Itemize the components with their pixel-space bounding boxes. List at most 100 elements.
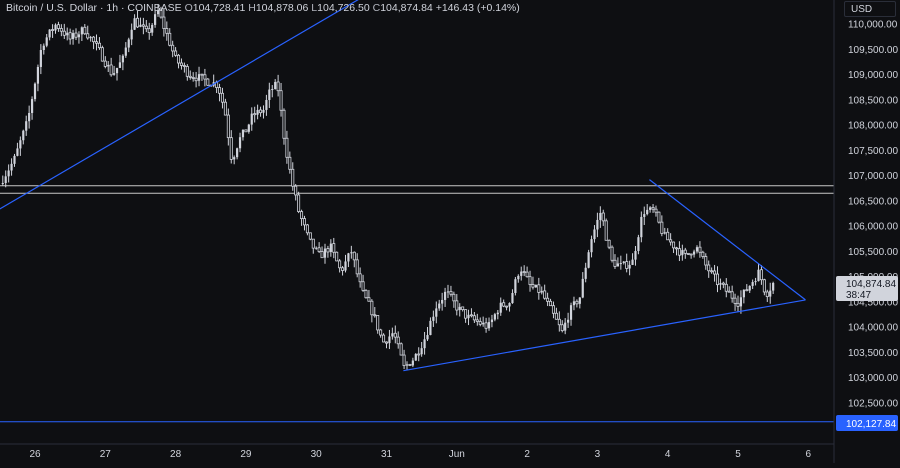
candle-body [672, 241, 676, 249]
candle-body [455, 300, 459, 311]
candle-body [97, 42, 101, 49]
candle-body [68, 32, 72, 40]
y-tick-label: 103,000.00 [848, 373, 898, 384]
level-price-tag-bg [836, 415, 898, 431]
candle-body [197, 74, 201, 81]
candle-body [564, 322, 567, 331]
candle-body [226, 114, 230, 139]
candle-body [71, 33, 75, 40]
candle-body [557, 318, 561, 326]
candle-body [168, 32, 172, 46]
candle-body [376, 315, 380, 331]
candle-body [484, 322, 488, 329]
candle-body [599, 212, 602, 220]
candle-body [757, 269, 760, 282]
candle-body [54, 24, 57, 31]
candle-body [191, 77, 195, 79]
candle-body [517, 275, 520, 280]
currency-selector[interactable]: USD [844, 1, 896, 17]
x-tick-label: 6 [806, 449, 812, 460]
y-tick-label: 104,500.00 [848, 297, 898, 308]
candle-body [478, 321, 482, 325]
candle-body [666, 231, 670, 241]
x-tick-label: 29 [240, 449, 252, 460]
candle-body [25, 121, 28, 131]
open-label: O [184, 2, 193, 14]
candle-body [399, 343, 403, 356]
candle-body [194, 77, 198, 82]
candle-body [256, 109, 259, 115]
candle-body [657, 211, 661, 223]
candle-body [593, 229, 596, 240]
candle-body [39, 50, 42, 67]
candle-body [584, 267, 587, 279]
candle-body [162, 16, 166, 29]
candle-body [724, 283, 728, 292]
candle-body [302, 218, 306, 226]
candle-body [220, 92, 224, 103]
candle-body [411, 360, 414, 366]
candle-body [681, 250, 684, 256]
x-tick-label: 2 [524, 449, 530, 460]
candle-body [250, 113, 253, 125]
trendline-rising-resistance[interactable] [0, 0, 446, 211]
candle-body [259, 109, 263, 114]
trendline-rising-support[interactable] [403, 299, 806, 372]
countdown-label: 38:47 [846, 290, 871, 301]
candle-body [165, 28, 169, 34]
candle-body [443, 291, 447, 300]
candle-body [253, 113, 257, 116]
close-label: C [372, 2, 381, 14]
candle-body [441, 299, 444, 304]
candle-body [575, 300, 579, 305]
candle-body [721, 282, 725, 285]
candle-body [370, 300, 374, 316]
x-tick-label: 27 [100, 449, 112, 460]
candle-body [244, 129, 248, 133]
candle-body [572, 301, 576, 306]
candle-body [531, 284, 535, 288]
y-tick-label: 104,000.00 [848, 323, 898, 334]
candle-body [320, 251, 324, 259]
candle-body [367, 297, 371, 302]
candle-body [581, 278, 584, 298]
candle-body [153, 14, 157, 25]
candle-body [177, 54, 181, 64]
y-tick-label: 108,500.00 [848, 95, 898, 106]
candle-body [22, 130, 25, 141]
candle-body [704, 256, 708, 266]
candle-body [745, 289, 749, 292]
candle-body [452, 293, 456, 302]
candle-body [405, 364, 409, 366]
last-price-label: 104,874.84 [846, 279, 896, 290]
candle-body [247, 124, 250, 132]
candle-body [332, 243, 336, 253]
candle-body [115, 67, 119, 74]
candle-body [646, 209, 649, 215]
trendline-descending-resistance[interactable] [649, 179, 806, 301]
candle-body [276, 81, 280, 92]
candle-body [649, 207, 652, 210]
candle-body [508, 303, 511, 307]
candle-body [7, 170, 10, 177]
high-value: 104,878.06 [255, 2, 309, 14]
candle-body [124, 47, 127, 56]
candle-body [651, 207, 655, 210]
candle-body [677, 248, 681, 256]
candle-body [625, 261, 629, 269]
candle-body [733, 297, 737, 304]
candle-body [689, 253, 693, 256]
symbol-name[interactable]: Bitcoin / U.S. Dollar · 1h · COINBASE [6, 2, 182, 14]
candle-body [669, 239, 673, 243]
candle-body [317, 247, 321, 252]
candle-body [759, 269, 763, 281]
candle-body [560, 324, 564, 332]
candle-body [467, 314, 470, 319]
candle-body [772, 282, 775, 291]
low-value: 104,726.50 [317, 2, 370, 14]
candle-body [13, 155, 16, 164]
candle-body [420, 348, 423, 355]
